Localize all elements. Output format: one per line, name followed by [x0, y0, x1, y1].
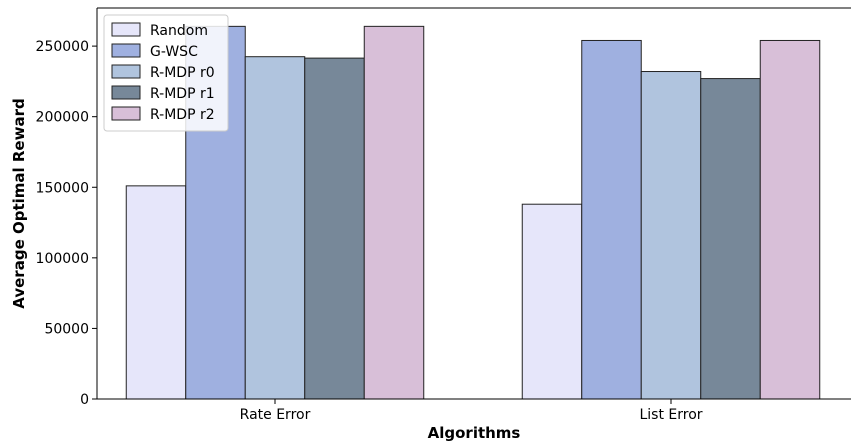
- legend-label: R-MDP r0: [150, 65, 215, 81]
- y-tick-label: 150000: [36, 180, 89, 196]
- y-tick-label: 250000: [36, 39, 89, 55]
- legend: Random G-WSC R-MDP r0 R-MDP r1 R-MDP r2: [103, 14, 229, 132]
- bar-random-list-error: [521, 203, 583, 400]
- bar-random-rate-error: [125, 185, 187, 400]
- legend-label: G-WSC: [150, 44, 198, 60]
- bar-r-mdp-r0-list-error: [640, 71, 702, 400]
- legend-swatch: [111, 64, 141, 79]
- y-tick-label: 0: [80, 392, 89, 408]
- legend-label: R-MDP r2: [150, 107, 215, 123]
- bar-r-mdp-r0-rate-error: [244, 56, 306, 400]
- y-tick-label: 50000: [44, 321, 89, 337]
- axes-group: 0 50000 100000 150000 200000 250000 Rate Error…: [36, 7, 851, 423]
- y-axis-title: Average Optimal Reward: [10, 98, 28, 308]
- bar-r-mdp-r2-list-error: [759, 39, 821, 400]
- x-tick-label: List Error: [639, 407, 702, 423]
- legend-swatch: [111, 43, 141, 58]
- y-tick-label: 100000: [36, 251, 89, 267]
- legend-swatch: [111, 85, 141, 100]
- x-axis-title: Algorithms: [428, 424, 521, 442]
- bar-g-wsc-list-error: [581, 39, 642, 400]
- bars-group: [125, 25, 821, 400]
- bar-r-mdp-r1-list-error: [700, 78, 761, 400]
- legend-swatch: [111, 22, 141, 37]
- legend-label: Random: [150, 23, 208, 39]
- y-tick-label: 200000: [36, 110, 89, 126]
- bar-r-mdp-r2-rate-error: [363, 25, 425, 400]
- x-tick-label: Rate Error: [240, 407, 311, 423]
- legend-swatch: [111, 106, 141, 121]
- bar-r-mdp-r1-rate-error: [304, 57, 365, 400]
- legend-label: R-MDP r1: [150, 86, 215, 102]
